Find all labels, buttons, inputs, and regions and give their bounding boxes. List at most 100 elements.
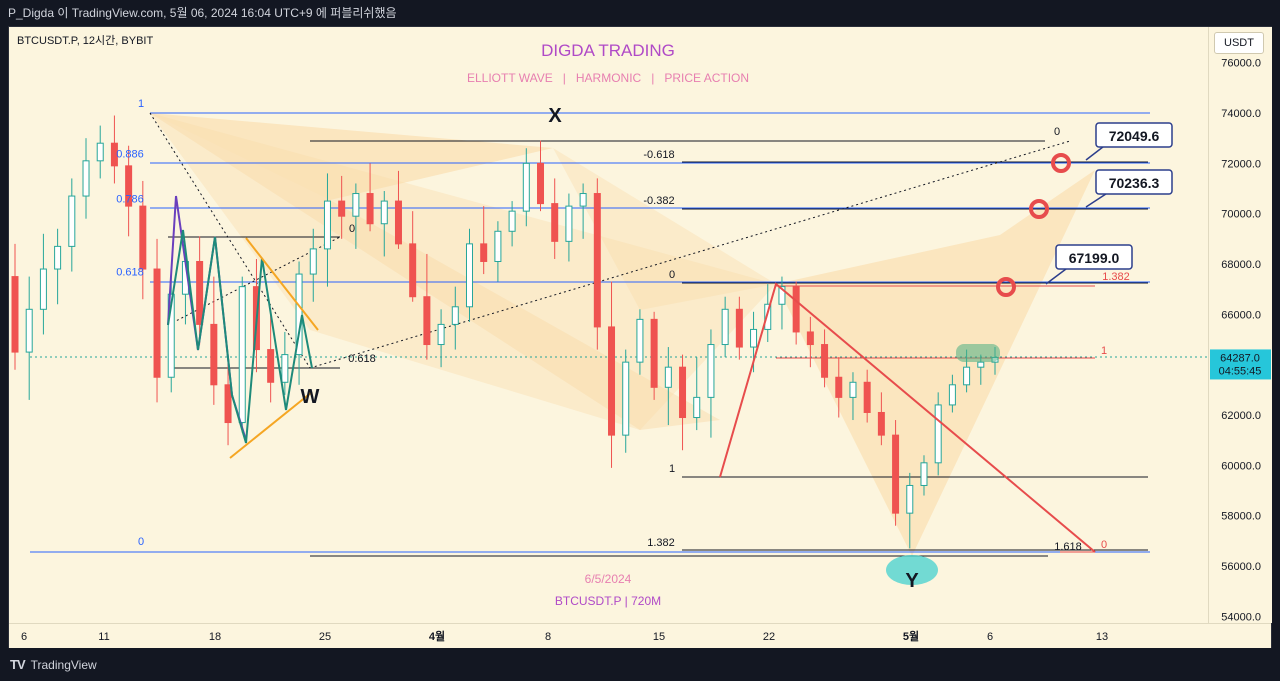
fib-ratio-label: 1.382 <box>1102 271 1130 283</box>
elliott-wave-teal <box>167 229 313 444</box>
fib-ratio-label: 0 <box>349 223 355 235</box>
fib-ratio-label: 0 <box>669 269 675 281</box>
harmonic-cd-fill <box>776 170 1095 556</box>
candle <box>707 329 715 438</box>
candle <box>934 392 942 476</box>
fib-ratio-label: 0 <box>1054 126 1060 138</box>
candle <box>579 183 587 239</box>
candle <box>863 369 871 423</box>
publish-info: P_Digda 이 TradingView.com, 5월 06, 2024 1… <box>8 6 397 20</box>
callout-70236: 70236.3 <box>1085 169 1173 208</box>
candle <box>721 296 729 358</box>
candle <box>323 173 331 287</box>
harmonic-legs <box>719 282 1096 553</box>
candle <box>480 206 488 275</box>
candle <box>465 228 473 322</box>
candle <box>366 163 374 232</box>
time-tick-label: 8 <box>545 631 551 643</box>
candle <box>423 253 431 360</box>
candle <box>11 243 19 370</box>
time-tick-label: 22 <box>763 631 775 643</box>
candle <box>679 354 687 451</box>
candle <box>537 140 545 212</box>
candle <box>664 347 672 426</box>
svg-text:72049.6: 72049.6 <box>1109 128 1160 144</box>
fib-level-label: 1 <box>138 98 144 110</box>
harmonic-pattern-fill <box>150 113 776 430</box>
time-tick-label: 25 <box>319 631 331 643</box>
fib-ratio-label: -0.618 <box>643 149 674 161</box>
tradingview-wordmark: TradingView <box>30 657 97 672</box>
candle <box>608 281 616 468</box>
candle <box>167 271 175 393</box>
brand-tagline: ELLIOTT WAVE | HARMONIC | PRICE ACTION <box>467 71 749 85</box>
candle <box>792 281 800 345</box>
fib-ratio-label: 0 <box>1101 539 1107 551</box>
last-price-badge <box>1210 349 1271 380</box>
candle <box>196 236 204 345</box>
target-circles <box>996 153 1071 297</box>
candle <box>522 148 530 227</box>
time-tick-label: 6 <box>987 631 993 643</box>
candle <box>778 276 786 330</box>
price-tick-label: 58000.0 <box>1221 511 1261 523</box>
currency-button[interactable]: USDT <box>1214 32 1264 54</box>
candle <box>25 276 33 400</box>
candle <box>948 374 956 413</box>
resistance-zone <box>956 344 1000 362</box>
price-tick-label: 62000.0 <box>1221 410 1261 422</box>
candle <box>593 178 601 350</box>
svg-text:67199.0: 67199.0 <box>1069 250 1120 266</box>
candle <box>451 286 459 350</box>
fib-ratio-label: 1.618 <box>1054 541 1082 553</box>
candle <box>338 175 346 239</box>
candle <box>906 472 914 549</box>
candle <box>821 329 829 388</box>
brand-title: DIGDA TRADING <box>541 41 675 60</box>
price-tick-label: 60000.0 <box>1221 460 1261 472</box>
candle <box>380 191 388 257</box>
candle <box>508 201 516 247</box>
time-axis[interactable]: 6 11 18 25 4월 8 15 22 5월 6 13 <box>9 623 1271 648</box>
svg-text:70236.3: 70236.3 <box>1109 175 1160 191</box>
price-tick-label: 72000.0 <box>1221 158 1261 170</box>
wave-label-y: Y <box>905 570 919 592</box>
candle <box>39 233 47 335</box>
fib-level-label: 0.786 <box>116 194 144 206</box>
y-low-marker <box>886 555 938 585</box>
time-tick-label: 18 <box>209 631 221 643</box>
price-axis[interactable]: 76000.0 74000.0 72000.0 70000.0 68000.0 66000… <box>1208 27 1272 623</box>
bottom-bar: TV TradingView <box>0 649 1280 681</box>
wedge-lines <box>229 237 319 459</box>
candle <box>835 357 843 418</box>
tradingview-icon: TV <box>10 657 26 672</box>
tradingview-logo[interactable]: TV TradingView <box>10 657 97 672</box>
bar-countdown: 04:55:45 <box>1219 365 1262 377</box>
candle <box>735 296 743 360</box>
candle <box>565 193 573 262</box>
price-chart[interactable]: BTCUSDT.P, 12시간, BYBIT DIGDA TRADING ELL… <box>9 27 1208 623</box>
wave-label-w: W <box>301 386 320 408</box>
candle <box>309 228 317 302</box>
last-price-value: 64287.0 <box>1220 352 1260 364</box>
candle <box>394 170 402 249</box>
candle <box>352 183 360 249</box>
candle <box>295 261 303 385</box>
candle <box>224 359 232 446</box>
candle <box>210 276 218 405</box>
candle <box>125 145 133 237</box>
harmonic-xab-triangle <box>150 113 553 200</box>
fib-level-label: 0.618 <box>116 267 144 279</box>
candle <box>68 178 76 272</box>
red-fib-lines <box>776 285 1095 553</box>
watermark-date: 6/5/2024 <box>585 572 632 586</box>
price-tick-label: 56000.0 <box>1221 561 1261 573</box>
candle <box>806 316 814 368</box>
chart-plot-area[interactable]: BTCUSDT.P, 12시간, BYBIT DIGDA TRADING ELL… <box>9 27 1208 623</box>
candle <box>849 372 857 421</box>
top-bar: P_Digda 이 TradingView.com, 5월 06, 2024 1… <box>0 0 1280 26</box>
price-tick-label: 68000.0 <box>1221 259 1261 271</box>
time-tick-label: 13 <box>1096 631 1108 643</box>
callout-67199: 67199.0 <box>1045 244 1133 285</box>
fib-ratio-label: 1 <box>1101 345 1107 357</box>
